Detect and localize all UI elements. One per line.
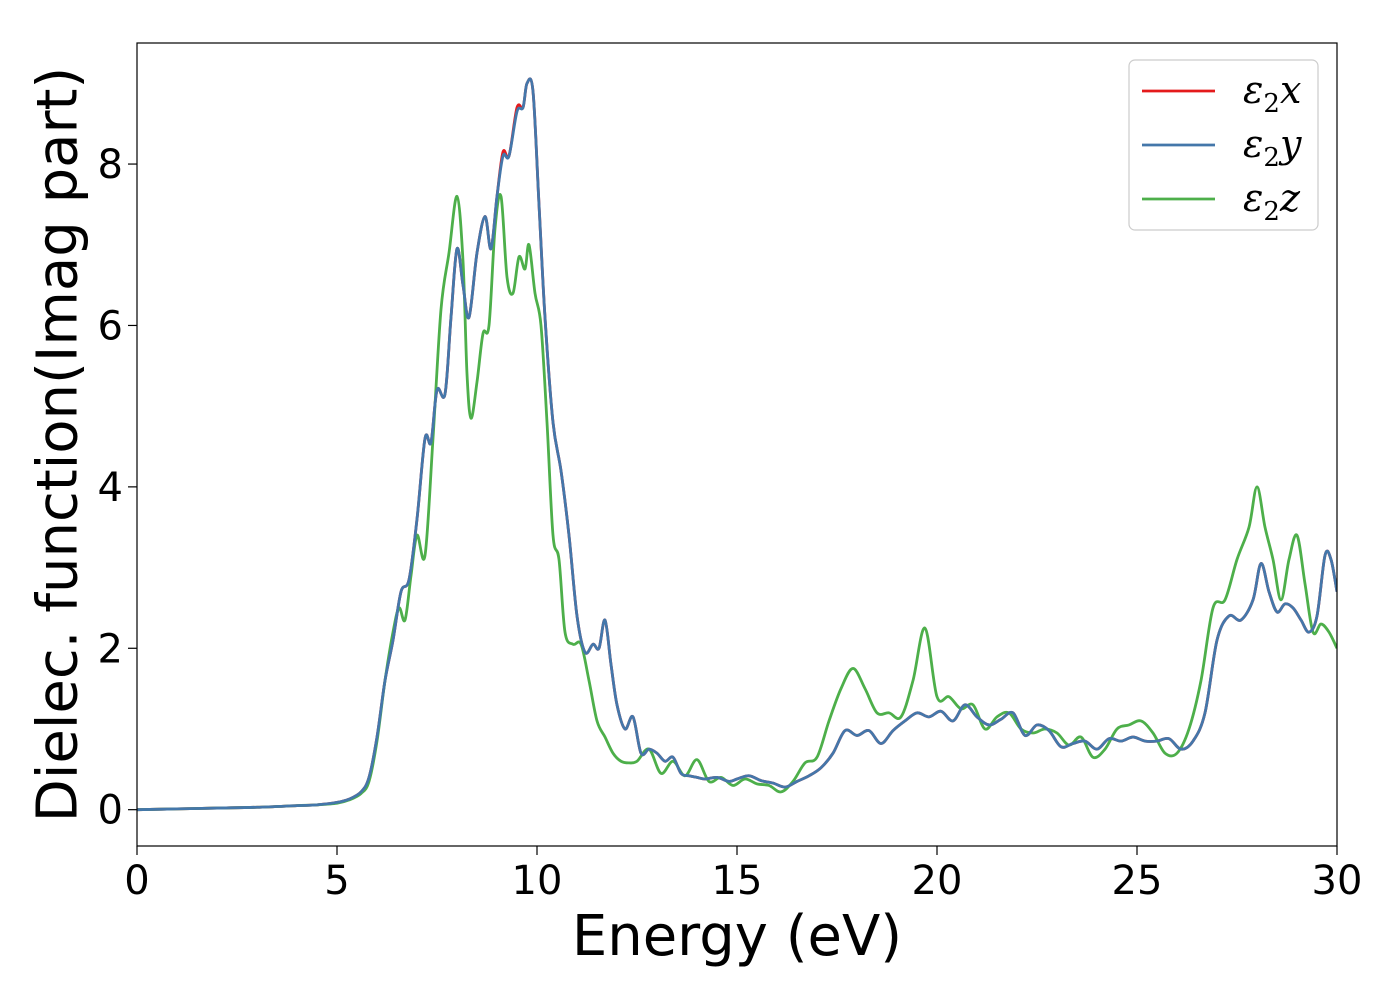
y-tick-label: 2 <box>98 626 123 672</box>
y-axis-label: Dielec. function(Imag part) <box>26 67 91 823</box>
legend-box <box>1128 59 1319 231</box>
x-axis-ticks: 0 5 10 15 20 25 30 <box>124 846 1362 904</box>
x-tick-label: 25 <box>1112 858 1163 904</box>
y-tick-label: 8 <box>98 142 123 188</box>
y-tick-label: 0 <box>98 788 123 834</box>
x-tick-label: 0 <box>124 858 149 904</box>
series-line-y <box>137 77 1337 812</box>
y-tick-label: 6 <box>98 303 123 349</box>
series-layer <box>137 77 1337 812</box>
x-axis-label: Energy (eV) <box>572 904 902 969</box>
legend-entry-z: ε2z <box>1243 176 1301 227</box>
y-tick-label: 4 <box>98 465 123 511</box>
x-tick-label: 10 <box>512 858 563 904</box>
legend-entry-x: ε2x <box>1243 68 1301 119</box>
series-line-z <box>137 193 1337 812</box>
legend-entry-y: ε2y <box>1243 122 1302 173</box>
y-axis-ticks: 0 2 4 6 8 <box>98 142 137 834</box>
x-tick-label: 30 <box>1312 858 1363 904</box>
x-tick-label: 20 <box>912 858 963 904</box>
x-tick-label: 5 <box>324 858 349 904</box>
x-tick-label: 15 <box>712 858 763 904</box>
